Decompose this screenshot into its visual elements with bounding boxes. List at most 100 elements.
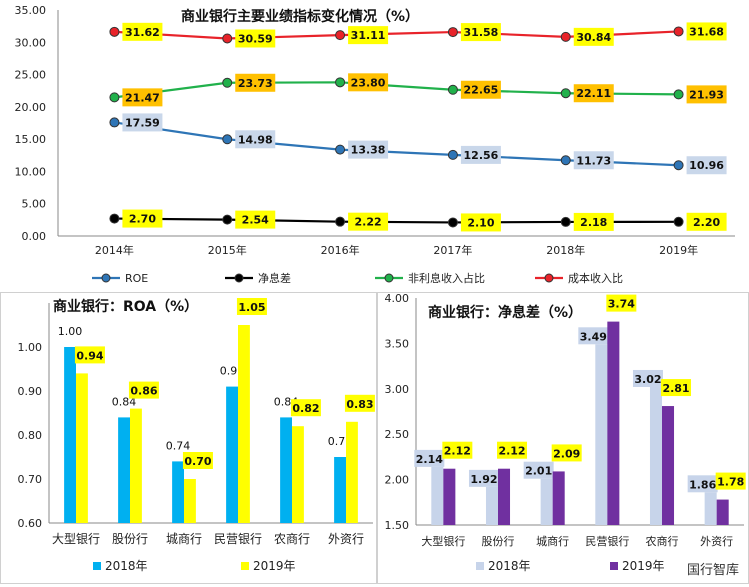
x-tick-label: 2019年	[659, 243, 698, 257]
data-label-bg	[182, 452, 213, 469]
y-tick-label: 0.80	[18, 429, 43, 442]
legend-swatch	[610, 562, 618, 570]
data-label-bg	[632, 369, 663, 387]
bar	[443, 468, 456, 525]
data-label-bg	[460, 145, 501, 164]
data-label: 2.54	[242, 214, 269, 227]
data-label: 1.78	[717, 476, 744, 489]
data-point	[222, 33, 233, 44]
data-label-bg	[235, 73, 276, 92]
data-label: 2.18	[580, 216, 607, 229]
data-label-bg	[236, 298, 267, 315]
data-label: 11.73	[576, 154, 611, 167]
legend-swatch	[476, 562, 484, 570]
data-label: 3.74	[608, 298, 635, 311]
data-label-bg	[344, 394, 375, 412]
data-label-bg	[573, 84, 614, 103]
data-point	[673, 216, 684, 227]
bar	[704, 492, 717, 525]
bar	[238, 325, 250, 523]
bar	[431, 466, 444, 525]
data-point	[560, 155, 571, 166]
bar	[76, 373, 88, 523]
data-label: 2.10	[467, 216, 494, 229]
data-label: 14.98	[238, 133, 273, 146]
bar	[607, 321, 620, 525]
data-label: 12.56	[464, 149, 499, 162]
data-label: 1.86	[689, 478, 716, 491]
data-label: 22.11	[576, 87, 611, 100]
data-label: 21.93	[689, 88, 724, 101]
bar	[64, 347, 76, 523]
x-tick-label: 城商行	[166, 531, 202, 546]
x-tick-label: 2017年	[433, 243, 472, 257]
data-point	[560, 88, 571, 99]
roa-bar-chart: 0.60 0.70 0.80 0.90 1.00 大型银行 股份行 城商行 民营银行 农商行 外资行…	[18, 298, 375, 573]
bar	[485, 486, 498, 525]
y-tick-label: 0.70	[18, 473, 43, 486]
bar	[552, 471, 565, 525]
nim-chart-panel: 1.50 2.00 2.50 3.00 3.50 4.00 大型银行 股份行 城商行 民营银行 农商…	[377, 292, 749, 584]
data-point	[447, 217, 458, 228]
data-label: 30.59	[238, 32, 273, 45]
data-label-bg	[468, 469, 499, 487]
data-point	[109, 117, 120, 128]
legend-swatch	[93, 562, 101, 570]
line-chart-panel: 0.00 5.00 10.00 15.00 20.00 25.00 30.00 35.00 20…	[0, 0, 749, 292]
data-point	[673, 26, 684, 37]
data-label: 0.83	[346, 398, 373, 411]
legend-swatch	[241, 562, 249, 570]
y-tick-label: 25.00	[15, 69, 47, 82]
y-tick-label: 3.00	[385, 383, 410, 396]
data-label-bg	[573, 151, 614, 170]
data-label: 3.49	[580, 330, 607, 343]
y-tick-label: 30.00	[15, 36, 47, 49]
data-label-bg	[122, 88, 163, 107]
legend-label: 2019年	[253, 559, 296, 573]
chart-title: 商业银行：ROA（%）	[53, 298, 198, 315]
x-tick-label: 外资行	[700, 535, 733, 548]
data-label: 2.09	[553, 447, 580, 460]
x-tick-label: 城商行	[536, 534, 569, 548]
data-label-bg	[290, 399, 321, 417]
x-tick-label: 2018年	[546, 243, 585, 257]
y-tick-label: 20.00	[15, 101, 47, 114]
y-tick-label: 35.00	[15, 4, 47, 17]
y-tick-label: 0.00	[22, 230, 47, 243]
data-label: 0.94	[76, 349, 103, 362]
data-label: 0.84	[112, 395, 137, 408]
legend-label: 2018年	[105, 559, 148, 573]
x-tick-label: 2016年	[321, 243, 360, 257]
data-label-bg	[122, 209, 163, 228]
data-label: 0.70	[184, 455, 211, 468]
data-point	[447, 27, 458, 38]
data-label-bg	[414, 449, 445, 467]
data-label-bg	[460, 23, 501, 42]
y-tick-label: 0.60	[18, 517, 43, 530]
data-label-bg	[715, 472, 746, 490]
x-tick-label: 农商行	[646, 534, 679, 548]
bar	[184, 479, 196, 523]
bar	[662, 406, 675, 525]
data-label-bg	[686, 85, 727, 104]
data-label-bg	[551, 444, 582, 462]
legend-label: 2019年	[622, 559, 665, 573]
data-label-bg	[497, 441, 528, 459]
data-label-bg	[460, 80, 501, 99]
data-label-bg	[573, 212, 614, 231]
legend-label: 2018年	[488, 559, 531, 573]
bar	[280, 417, 292, 523]
data-label: 23.73	[238, 77, 273, 90]
data-point	[335, 30, 346, 41]
data-label: 1.92	[470, 473, 497, 486]
data-point	[222, 77, 233, 88]
y-tick-label: 0.90	[18, 385, 43, 398]
data-label: 17.59	[125, 116, 160, 129]
data-point	[335, 216, 346, 227]
data-label: 22.65	[464, 84, 499, 97]
data-label-bg	[523, 461, 554, 479]
y-tick-label: 15.00	[15, 133, 47, 146]
data-label-bg	[686, 22, 727, 41]
x-tick-label: 外资行	[328, 532, 364, 546]
data-point	[673, 160, 684, 171]
